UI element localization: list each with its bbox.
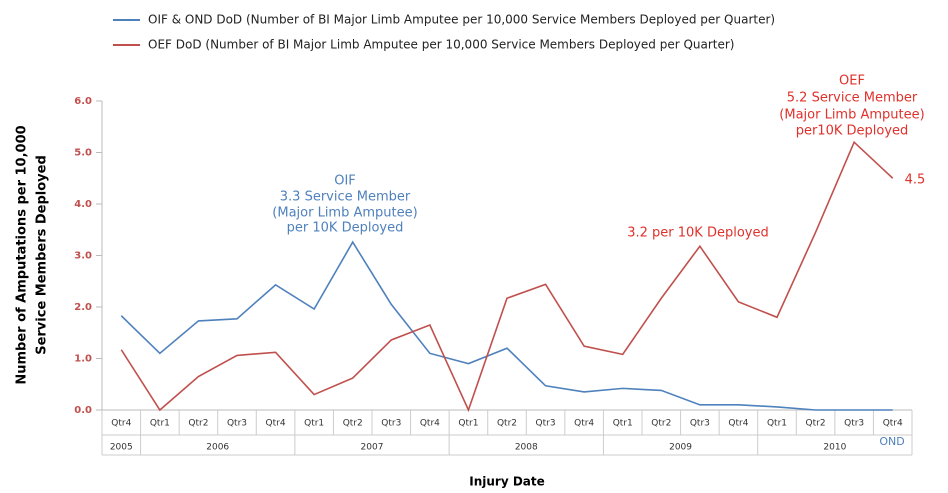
x-tick-label: Qtr4: [883, 419, 903, 429]
series-line: [120, 140, 894, 413]
x-axis-label: Injury Date: [469, 475, 545, 489]
x-tick-label: Qtr2: [343, 419, 363, 429]
x-tick-label: Qtr4: [728, 419, 748, 429]
x-tick-label: Qtr3: [536, 419, 556, 429]
annotation: (Major Limb Amputee): [779, 108, 924, 123]
x-tick-label: Qtr4: [266, 419, 286, 429]
x-tick-label: Qtr3: [690, 419, 710, 429]
x-group-label: 2008: [515, 443, 538, 453]
annotation: OEF: [839, 74, 865, 89]
x-tick-label: Qtr3: [227, 419, 247, 429]
x-group-label: 2005: [110, 443, 133, 453]
x-tick-label: Qtr1: [304, 419, 324, 429]
x-group-label: 2010: [823, 443, 846, 453]
x-group-label: 2007: [361, 443, 384, 453]
x-tick-label: Qtr4: [420, 419, 440, 429]
x-tick-label: Qtr2: [651, 419, 671, 429]
annotation: (Major Limb Amputee): [272, 206, 417, 221]
series-line: [120, 240, 893, 411]
y-tick-label: 0.0: [74, 405, 92, 416]
y-axis-label: Number of Amputations per 10,000: [15, 125, 30, 384]
y-axis-label: Service Members Deployed: [35, 155, 50, 355]
x-tick-label: Qtr2: [806, 419, 826, 429]
x-tick-label: Qtr1: [767, 419, 787, 429]
x-tick-label: Qtr1: [150, 419, 170, 429]
x-tick-label: Qtr3: [844, 419, 864, 429]
y-tick-label: 4.0: [74, 199, 92, 210]
y-tick-label: 2.0: [74, 302, 92, 313]
annotation: OIF: [334, 174, 356, 189]
annotation: 4.5: [905, 173, 926, 188]
legend-label: OIF & OND DoD (Number of BI Major Limb A…: [148, 13, 775, 27]
annotation: 3.2 per 10K Deployed: [627, 226, 769, 241]
x-tick-label: Qtr4: [574, 419, 594, 429]
annotation: 3.3 Service Member: [280, 190, 411, 205]
x-group-label: 2009: [669, 443, 692, 453]
annotation: per 10K Deployed: [287, 221, 404, 236]
annotation: OND: [879, 435, 904, 448]
x-tick-label: Qtr2: [497, 419, 517, 429]
y-tick-label: 3.0: [74, 251, 92, 262]
x-group-label: 2006: [206, 443, 229, 453]
y-tick-label: 1.0: [74, 354, 92, 365]
x-tick-label: Qtr3: [381, 419, 401, 429]
legend-label: OEF DoD (Number of BI Major Limb Amputee…: [148, 38, 735, 52]
y-tick-label: 6.0: [74, 96, 92, 107]
x-tick-label: Qtr2: [188, 419, 208, 429]
x-tick-label: Qtr4: [111, 419, 131, 429]
x-tick-label: Qtr1: [613, 419, 633, 429]
y-tick-label: 5.0: [74, 148, 92, 159]
x-tick-label: Qtr1: [458, 419, 478, 429]
annotation: 5.2 Service Member: [787, 91, 918, 106]
annotation: per10K Deployed: [796, 124, 909, 139]
